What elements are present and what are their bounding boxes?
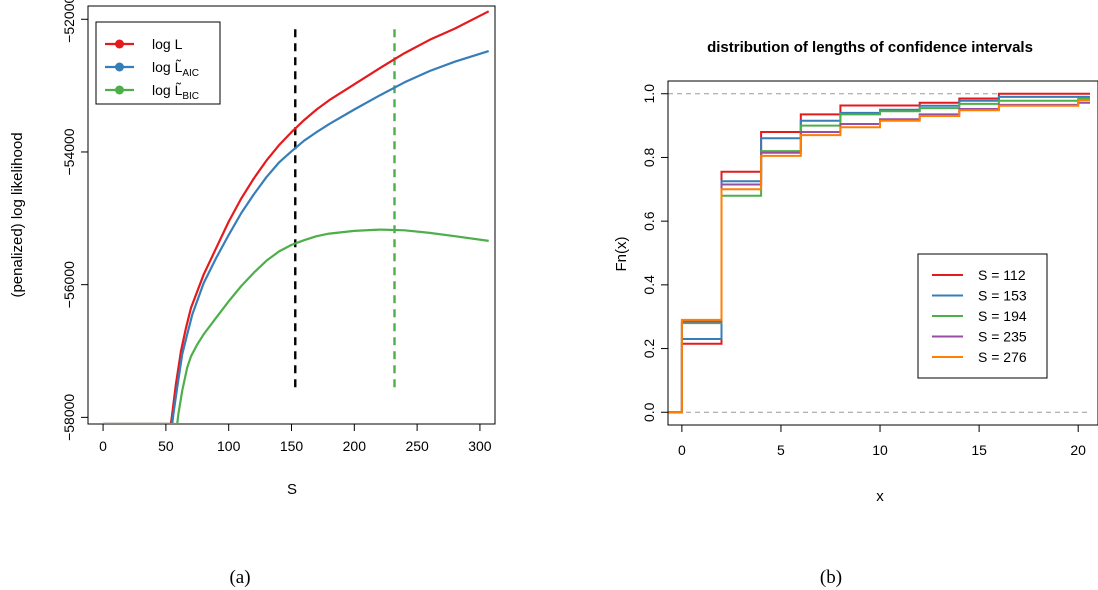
y-tick-label: −52000: [61, 0, 77, 43]
legend-label: log L: [152, 36, 183, 52]
legend-label: S = 112: [978, 267, 1026, 283]
series-line: [103, 228, 489, 424]
series-steps: [668, 92, 1090, 414]
x-tick-label: 0: [678, 442, 686, 458]
x-tick-label: 0: [99, 438, 107, 454]
x-tick-label: 20: [1070, 442, 1086, 458]
panel-b-ecdf-chart: distribution of lengths of confidence in…: [613, 39, 1098, 588]
x-tick-label: 50: [158, 438, 174, 454]
legend-marker: [115, 62, 124, 72]
legend-marker: [115, 85, 124, 95]
chart-title: distribution of lengths of confidence in…: [707, 39, 1033, 56]
legend-label: log L̃BIC: [152, 82, 199, 102]
y-axis-label: Fn(x): [613, 237, 630, 272]
y-tick-label: 0.8: [641, 148, 657, 168]
legend: S = 112 S = 153 S = 194 S = 235 S = 276: [917, 253, 1048, 379]
x-tick-label: 15: [971, 442, 987, 458]
y-tick-label: 0.4: [641, 275, 657, 295]
legend-label: S = 194: [978, 308, 1027, 324]
series-lines: [103, 10, 490, 424]
y-tick-label: 0.0: [641, 402, 657, 422]
series-line: [103, 10, 490, 424]
y-tick-label: 0.6: [641, 211, 657, 231]
reference-lines: [294, 29, 396, 391]
x-tick-label: 10: [872, 442, 888, 458]
y-tick-label: 1.0: [641, 84, 657, 104]
y-tick-label: −56000: [61, 261, 77, 308]
x-tick-label: 150: [280, 438, 304, 454]
x-axis-label: x: [876, 488, 884, 505]
x-tick-label: 250: [405, 438, 429, 454]
x-tick-label: 200: [343, 438, 367, 454]
caption-a: (a): [229, 567, 250, 588]
y-axis-label: (penalized) log likelihood: [9, 132, 26, 297]
legend-subscript: BIC: [182, 91, 199, 102]
panel-a-likelihood-chart: 0 50 100 150 200 250 300 −58000 −56000 −54000 −520…: [9, 0, 496, 588]
legend-label: S = 235: [978, 329, 1027, 345]
axis-ticks: 0 50 100 150 200 250 300 −58000 −56000 −54000 −520…: [61, 0, 492, 454]
x-axis-label: S: [287, 481, 297, 498]
y-tick-label: −54000: [61, 128, 77, 175]
y-tick-label: 0.2: [641, 339, 657, 359]
series-line: [103, 50, 490, 424]
legend-subscript: AIC: [182, 68, 199, 79]
series-step-line: [668, 99, 1090, 414]
x-tick-label: 300: [468, 438, 492, 454]
legend-label: S = 153: [978, 288, 1027, 304]
legend: log L log L̃AIC log L̃BIC: [95, 21, 221, 105]
legend-label: log L̃AIC: [152, 59, 199, 79]
x-tick-label: 100: [217, 438, 241, 454]
caption-b: (b): [820, 567, 842, 588]
x-tick-label: 5: [777, 442, 785, 458]
legend-label: S = 276: [978, 349, 1027, 365]
y-tick-label: −58000: [61, 394, 77, 441]
legend-marker: [115, 39, 124, 49]
axis-ticks: 0 5 10 15 20 0.0 0.2 0.4 0.6 0.8 1.0: [641, 84, 1086, 458]
